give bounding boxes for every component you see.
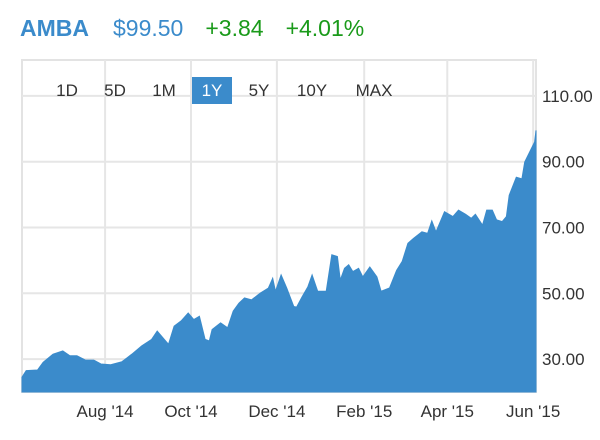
range-1y-button[interactable]: 1Y bbox=[192, 77, 232, 104]
percent-change: +4.01% bbox=[285, 14, 365, 41]
x-tick-label: Aug '14 bbox=[77, 402, 134, 421]
quote-header: AMBA $99.50 +3.84 +4.01% bbox=[20, 12, 364, 44]
x-tick-label: Jun '15 bbox=[506, 402, 560, 421]
y-tick-label: 30.00 bbox=[542, 350, 585, 369]
y-tick-label: 90.00 bbox=[542, 153, 585, 172]
range-1d-button[interactable]: 1D bbox=[56, 81, 78, 100]
x-tick-label: Apr '15 bbox=[421, 402, 474, 421]
x-tick-label: Dec '14 bbox=[248, 402, 305, 421]
range-5d-button[interactable]: 5D bbox=[104, 81, 126, 100]
x-tick-label: Oct '14 bbox=[164, 402, 217, 421]
range-10y-button[interactable]: 10Y bbox=[296, 81, 328, 100]
price-change: +3.84 bbox=[205, 14, 264, 41]
x-tick-label: Feb '15 bbox=[336, 402, 392, 421]
range-1m-button[interactable]: 1M bbox=[152, 81, 176, 100]
ticker-symbol: AMBA bbox=[20, 14, 89, 41]
y-tick-label: 50.00 bbox=[542, 284, 585, 303]
y-tick-label: 70.00 bbox=[542, 219, 585, 238]
last-price: $99.50 bbox=[113, 14, 184, 41]
y-tick-label: 110.00 bbox=[542, 87, 593, 106]
range-5y-button[interactable]: 5Y bbox=[248, 81, 270, 100]
price-area-series bbox=[21, 130, 537, 393]
range-max-button[interactable]: MAX bbox=[355, 81, 393, 100]
